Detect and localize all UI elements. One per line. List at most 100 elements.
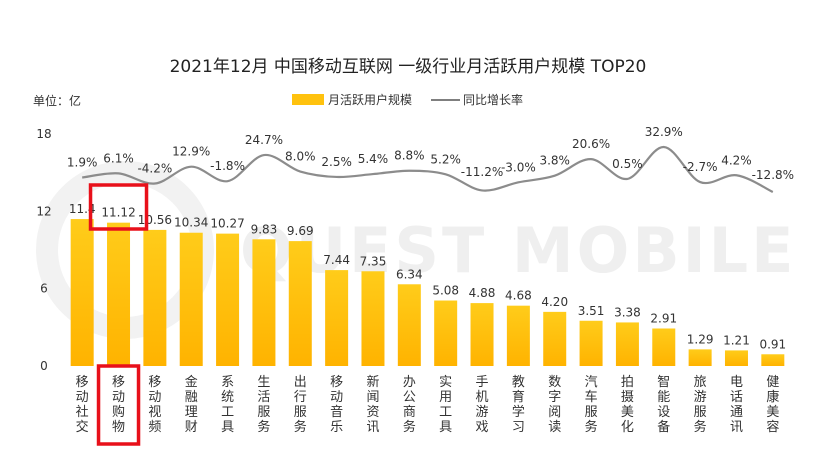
bar-value-label: 9.69 (287, 224, 314, 238)
growth-value-label: 12.9% (172, 145, 210, 159)
x-tick-label: 旅游服务 (694, 375, 707, 435)
bar-value-label: 4.68 (505, 289, 532, 303)
growth-value-label: 5.2% (430, 152, 461, 166)
bar-value-label: 10.27 (210, 217, 244, 231)
growth-value-label: -3.0% (501, 160, 536, 174)
x-tick-label: 移动视频 (148, 375, 161, 435)
growth-value-label: 5.4% (358, 152, 389, 166)
x-tick-label: 汽车服务 (585, 375, 598, 435)
chart-title: 2021年12月 中国移动互联网 一级行业月活跃用户规模 TOP20 (170, 57, 647, 77)
bar (143, 229, 167, 366)
legend-bar-label: 月活跃用户规模 (328, 92, 412, 107)
x-tick-label: 出行服务 (294, 375, 307, 435)
bar-value-label: 10.34 (174, 216, 208, 230)
legend-line-label: 同比增长率 (463, 92, 523, 107)
y-axis: 0 6 12 18 (36, 127, 51, 373)
bar (724, 350, 748, 366)
x-tick-label: 拍摄美化 (621, 375, 634, 435)
x-tick-label: 系统工具 (221, 375, 234, 435)
bar-value-label: 7.35 (360, 254, 387, 268)
watermark-text: QUEST MOBILE (240, 214, 797, 287)
bar (434, 300, 458, 366)
x-tick-label: 移动购物 (112, 375, 125, 435)
bar (761, 354, 785, 366)
bar (688, 349, 712, 366)
bar (325, 270, 349, 366)
bar (506, 305, 530, 366)
y-tick-label: 6 (40, 282, 48, 296)
bar-value-label: 5.08 (432, 284, 459, 298)
bar-value-label: 10.56 (138, 213, 172, 227)
x-tick-label: 教育学习 (512, 374, 525, 435)
bar-value-label: 1.29 (687, 332, 714, 346)
bars (70, 219, 785, 366)
unit-label: 单位：亿 (33, 93, 81, 108)
bar (107, 222, 131, 366)
highlight-boxes (88, 183, 149, 446)
bar-value-label: 7.44 (323, 253, 350, 267)
growth-line (82, 145, 774, 193)
bar-value-label: 3.38 (614, 305, 641, 319)
x-tick-label: 健康美容 (766, 375, 779, 435)
bar-value-label: 3.51 (578, 304, 605, 318)
bar (579, 320, 603, 366)
bar (361, 271, 385, 366)
growth-value-label: 24.7% (245, 133, 283, 147)
x-tick-label: 生活服务 (257, 375, 270, 435)
growth-value-label: 20.6% (572, 137, 610, 151)
bar-value-label: 9.83 (251, 222, 278, 236)
growth-value-label: 1.9% (67, 156, 98, 170)
bar (652, 328, 676, 366)
bar (470, 303, 494, 366)
growth-value-label: 2.5% (321, 155, 352, 169)
bar (179, 232, 203, 366)
bar (397, 284, 421, 366)
growth-value-label: -12.8% (752, 168, 794, 182)
bar-value-label: 4.20 (541, 295, 568, 309)
highlight-box-bar-label (88, 183, 149, 231)
bar-value-label: 11.12 (101, 206, 135, 220)
y-tick-label: 18 (36, 127, 51, 141)
bar (288, 241, 312, 366)
growth-value-label: 3.8% (539, 154, 570, 168)
bar-value-label: 6.34 (396, 267, 423, 281)
growth-value-label: -1.8% (210, 159, 245, 173)
x-tick-label: 实用工具 (439, 375, 452, 435)
growth-value-label: 0.5% (612, 157, 643, 171)
x-tick-label: 新闻资讯 (366, 374, 379, 435)
growth-labels: 1.9% 6.1%-4.2%12.9%-1.8%24.7%8.0% 2.5% 5.4%… (67, 125, 794, 182)
x-tick-label: 移动社交 (76, 375, 89, 435)
x-tick-label: 移动音乐 (330, 375, 343, 435)
bar-value-label: 2.91 (650, 311, 677, 325)
growth-value-label: 6.1% (103, 151, 134, 165)
y-tick-label: 0 (40, 359, 48, 373)
x-tick-label: 数字阅读 (548, 375, 561, 435)
x-tick-label: 智能设备 (657, 375, 670, 435)
bar (615, 322, 639, 366)
highlight-box-category (96, 364, 141, 446)
bar (543, 311, 567, 366)
x-tick-label: 手机游戏 (476, 375, 489, 435)
growth-value-label: -11.2% (461, 165, 503, 179)
growth-value-label: 32.9% (645, 125, 683, 139)
bar (252, 239, 276, 366)
bar (216, 233, 240, 366)
bar-value-label: 0.91 (759, 337, 786, 351)
growth-value-label: -4.2% (137, 162, 172, 176)
bar-value-label: 4.88 (469, 286, 496, 300)
x-tick-label: 金融理财 (185, 374, 198, 435)
bar (70, 219, 94, 366)
x-tick-label: 电话通讯 (730, 375, 743, 435)
growth-value-label: 4.2% (721, 153, 752, 167)
growth-rate-line (82, 145, 774, 193)
x-tick-label: 办公商务 (403, 375, 416, 435)
legend-bar-swatch (292, 94, 324, 105)
growth-value-label: 8.8% (394, 149, 425, 163)
growth-value-label: 8.0% (285, 150, 316, 164)
growth-value-label: -2.7% (683, 160, 718, 174)
x-axis: 移动社交 移动购物 移动视频 金融理财 系统工具 生活服务 出行服务 移动音乐 新闻资讯 办公商务… (76, 374, 780, 435)
bar-value-label: 1.21 (723, 333, 750, 347)
legend: 月活跃用户规模 同比增长率 (292, 92, 523, 107)
